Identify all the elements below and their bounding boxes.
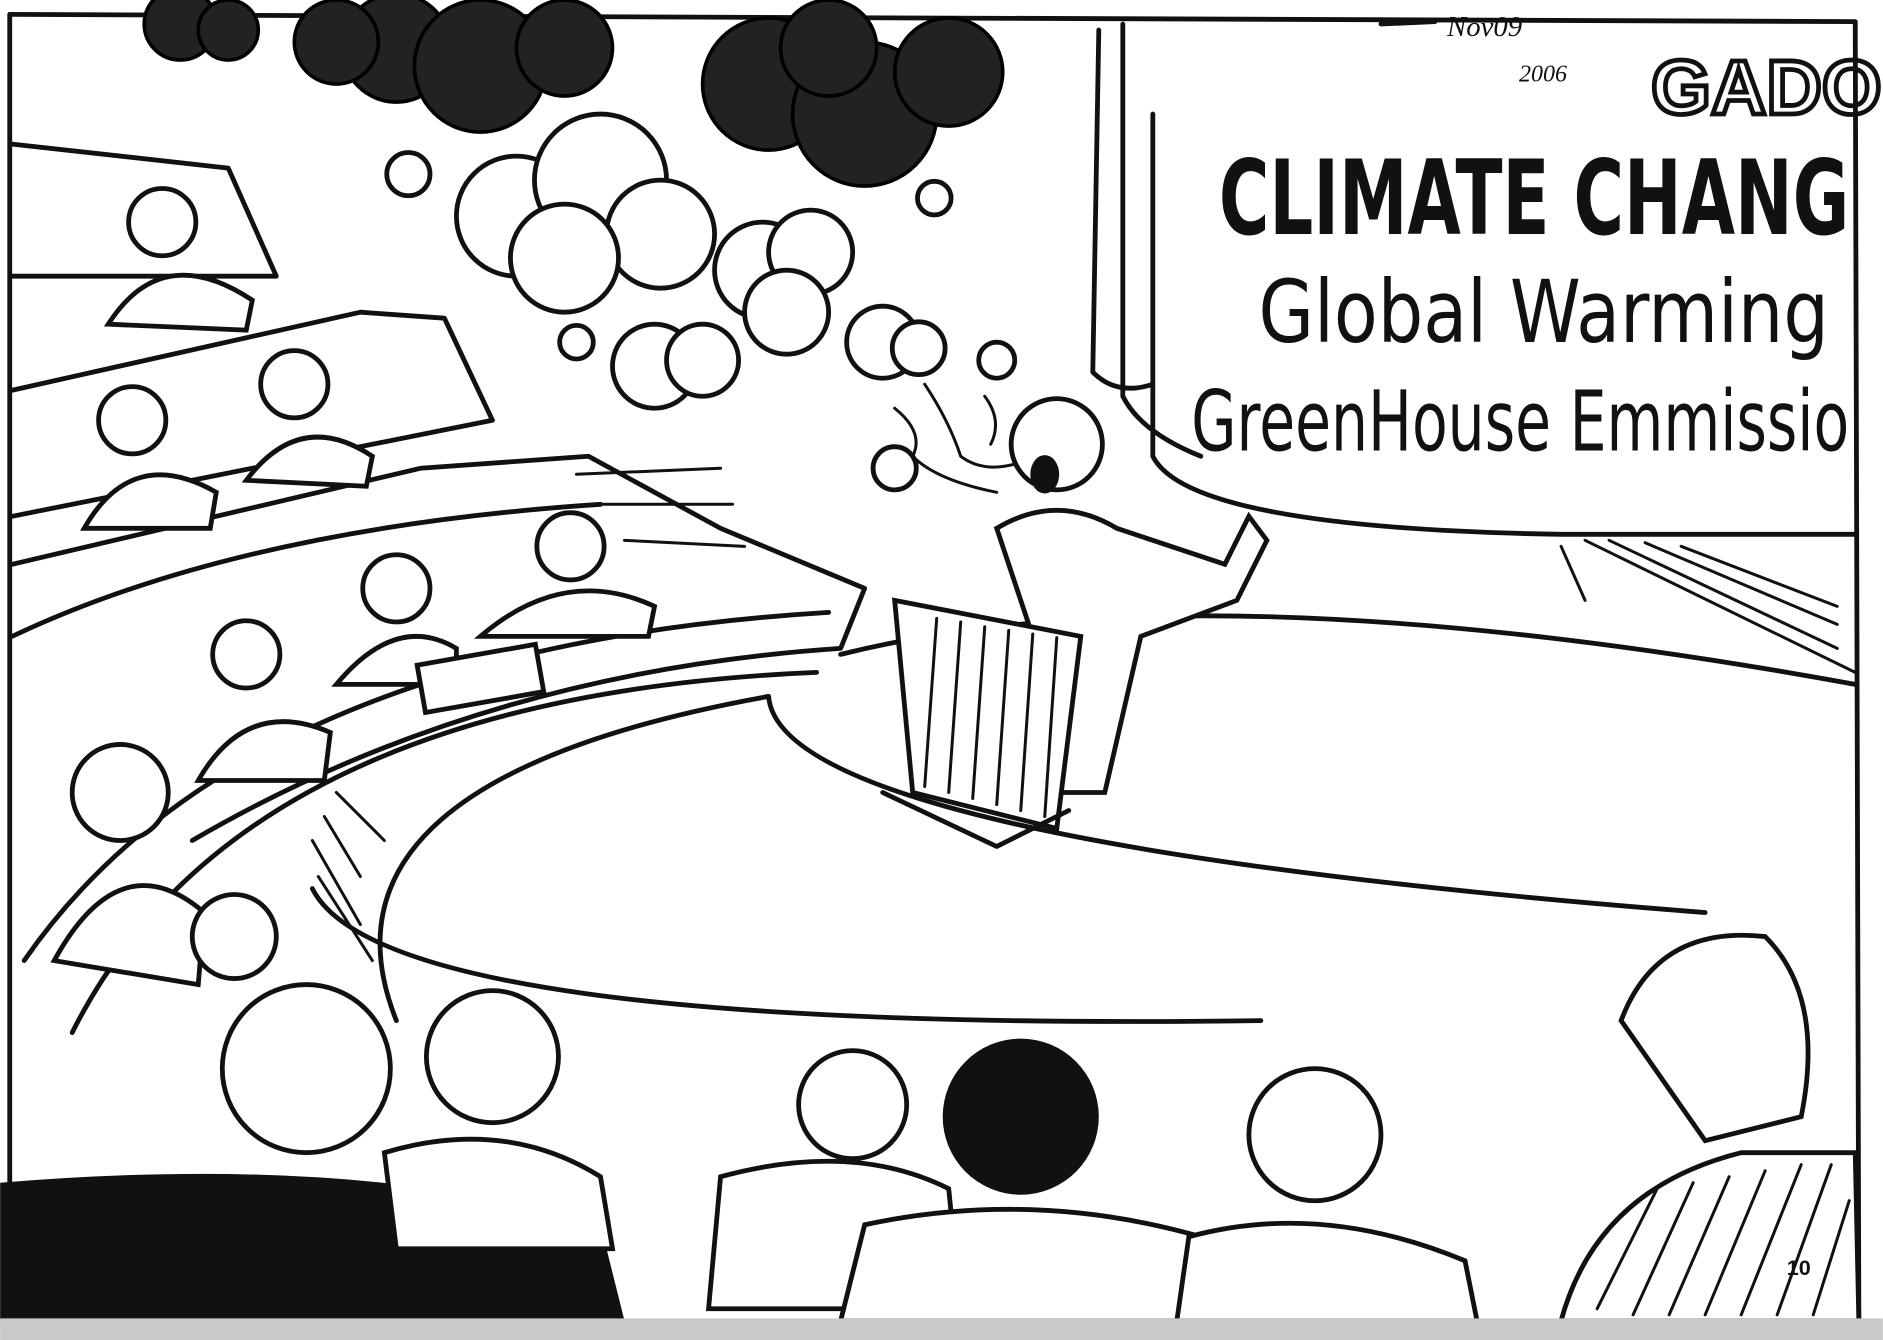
speaker-mouth bbox=[1030, 455, 1059, 493]
signature-date: Nov09 bbox=[1446, 11, 1522, 43]
screen-line: Global Warming bbox=[1258, 263, 1828, 363]
signature-artist: GADO bbox=[1651, 45, 1882, 131]
screen-line: GreenHouse Emmissio bbox=[1191, 372, 1849, 470]
page-number: 10 bbox=[1787, 1255, 1811, 1280]
cartoon: Nov09 2006 GADO CLIMATE CHANG Global War… bbox=[0, 0, 1883, 1340]
signature-year: 2006 bbox=[1519, 62, 1567, 88]
bottom-edge bbox=[0, 1318, 1883, 1340]
signature-line bbox=[1381, 22, 1435, 24]
screen-title: CLIMATE CHANG bbox=[1219, 139, 1849, 259]
